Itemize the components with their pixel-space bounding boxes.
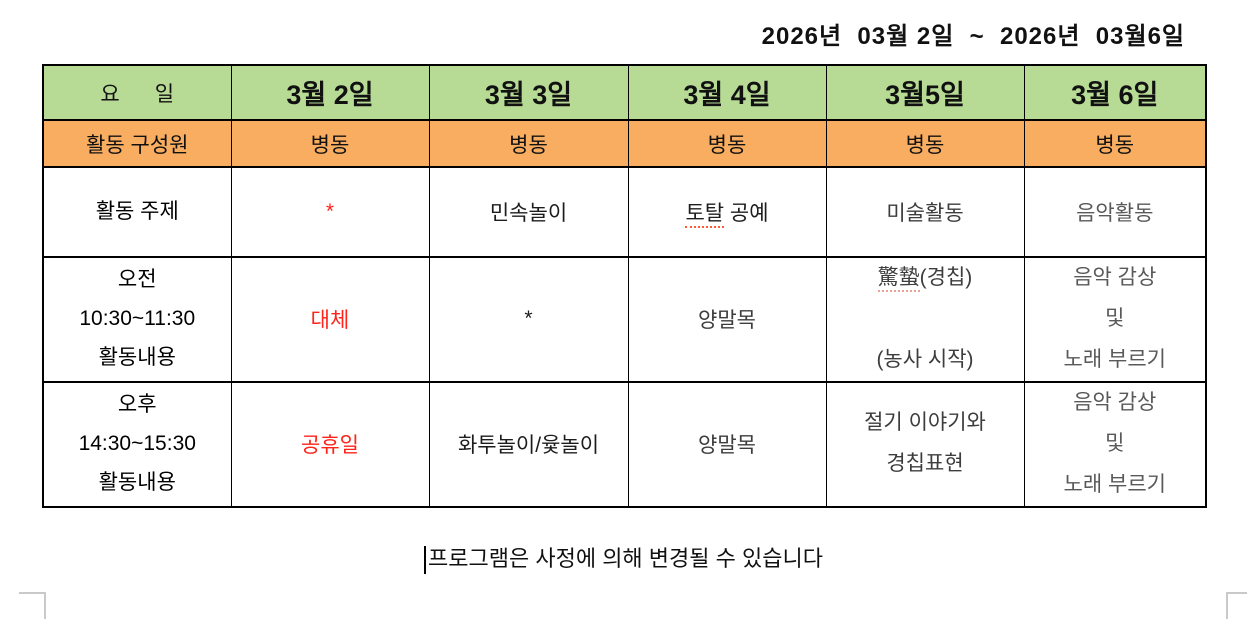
gyeongchip-subtitle: (농사 시작) (876, 347, 974, 371)
row-activity-theme: 활동 주제 * 민속놀이 토탈 공예 미술활동 음악활동 (42, 166, 1207, 258)
cell-afternoon-tue[interactable]: 화투놀이/윷놀이 (428, 380, 629, 508)
gyeongchip-block: 驚蟄(경칩) (농사 시작) (827, 259, 1023, 380)
text-cursor (424, 546, 427, 575)
cell-theme-label[interactable]: 활동 주제 (42, 166, 232, 258)
cell-day-mar2[interactable]: 3월 2일 (230, 64, 430, 121)
cell-morning-fri[interactable]: 음악 감상 및 노래 부르기 (1023, 256, 1207, 383)
theme-wed-rest: 공예 (724, 202, 769, 225)
page-margin-mark-bottom-left (19, 592, 46, 619)
cell-member-fri[interactable]: 병동 (1023, 119, 1207, 168)
cell-afternoon-wed[interactable]: 양말목 (627, 380, 827, 508)
cell-afternoon-fri[interactable]: 음악 감상 및 노래 부르기 (1023, 380, 1207, 508)
schedule-table: 요 일 3월 2일 3월 3일 3월 4일 3월5일 3월 6일 활동 구성원 … (42, 64, 1207, 508)
cell-afternoon-mon[interactable]: 공휴일 (230, 380, 430, 508)
cell-member-label[interactable]: 활동 구성원 (42, 119, 232, 168)
footer-note: 프로그램은 사정에 의해 변경될 수 있습니다 (0, 541, 1247, 575)
music-activity-lines: 음악 감상 및 노래 부르기 (1063, 266, 1166, 371)
substitute-text: 대체 (310, 309, 350, 333)
cell-theme-thu[interactable]: 미술활동 (825, 166, 1025, 258)
music-activity-lines: 음악 감상 및 노래 부르기 (1063, 390, 1166, 496)
cell-theme-mon[interactable]: * (230, 166, 430, 258)
row-morning-activity: 오전 10:30~11:30 활동내용 대체 * 양말목 驚蟄(경칩) (농사 … (42, 256, 1207, 383)
spellcheck-marked-hanja: 驚蟄 (877, 266, 920, 292)
cell-morning-thu[interactable]: 驚蟄(경칩) (농사 시작) (825, 256, 1025, 383)
cell-day-mar5[interactable]: 3월5일 (825, 64, 1025, 121)
cell-day-mar6[interactable]: 3월 6일 (1023, 64, 1207, 121)
date-range-title: 2026년 03월 2일 ~ 2026년 03월6일 (761, 23, 1185, 50)
cell-morning-wed[interactable]: 양말목 (627, 256, 827, 383)
cell-member-mon[interactable]: 병동 (230, 119, 430, 168)
public-holiday-text: 공휴일 (301, 434, 359, 458)
cell-day-mar3[interactable]: 3월 3일 (428, 64, 629, 121)
cell-day-mar4[interactable]: 3월 4일 (627, 64, 827, 121)
cell-afternoon-thu[interactable]: 절기 이야기와 경칩표현 (825, 380, 1025, 508)
cell-member-thu[interactable]: 병동 (825, 119, 1025, 168)
cell-morning-label[interactable]: 오전 10:30~11:30 활동내용 (42, 256, 232, 383)
cell-morning-tue[interactable]: * (428, 256, 629, 383)
holiday-asterisk: * (325, 200, 335, 223)
cell-theme-fri[interactable]: 음악활동 (1023, 166, 1207, 258)
cell-member-wed[interactable]: 병동 (627, 119, 827, 168)
footer-note-text: 프로그램은 사정에 의해 변경될 수 있습니다 (428, 546, 823, 571)
season-story-lines: 절기 이야기와 경칩표현 (864, 411, 986, 476)
cell-theme-wed[interactable]: 토탈 공예 (627, 166, 827, 258)
cell-theme-tue[interactable]: 민속놀이 (428, 166, 629, 258)
header-row-days: 요 일 3월 2일 3월 3일 3월 4일 3월5일 3월 6일 (42, 64, 1207, 121)
gyeongchip-korean: (경칩) (919, 266, 973, 289)
cell-morning-mon[interactable]: 대체 (230, 256, 430, 383)
page-margin-mark-bottom-right (1226, 592, 1247, 619)
row-afternoon-activity: 오후 14:30~15:30 활동내용 공휴일 화투놀이/윷놀이 양말목 절기 … (42, 380, 1207, 508)
cell-corner-day[interactable]: 요 일 (42, 64, 232, 121)
spellcheck-marked-word: 토탈 (685, 202, 725, 228)
row-activity-members: 활동 구성원 병동 병동 병동 병동 병동 (42, 119, 1207, 168)
cell-afternoon-label[interactable]: 오후 14:30~15:30 활동내용 (42, 380, 232, 508)
cell-member-tue[interactable]: 병동 (428, 119, 629, 168)
